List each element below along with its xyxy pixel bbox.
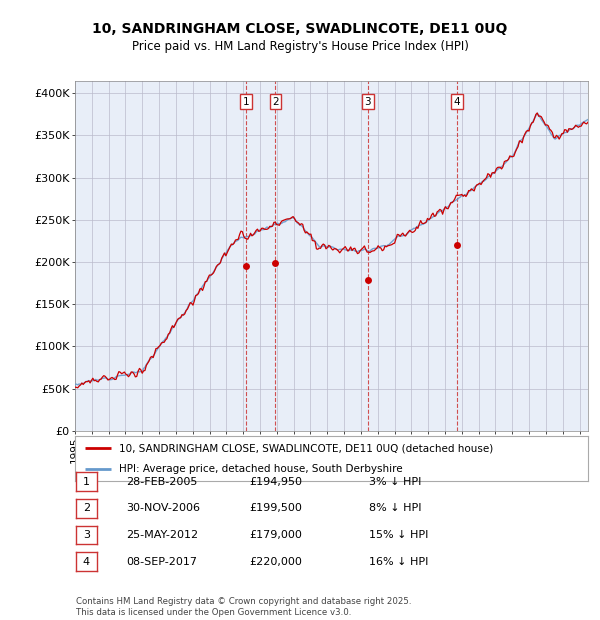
Text: 2: 2	[272, 97, 279, 107]
Text: 10, SANDRINGHAM CLOSE, SWADLINCOTE, DE11 0UQ: 10, SANDRINGHAM CLOSE, SWADLINCOTE, DE11…	[92, 22, 508, 36]
Text: £199,500: £199,500	[249, 503, 302, 513]
Text: 30-NOV-2006: 30-NOV-2006	[126, 503, 200, 513]
Text: 8% ↓ HPI: 8% ↓ HPI	[369, 503, 421, 513]
Text: 28-FEB-2005: 28-FEB-2005	[126, 477, 197, 487]
Text: 3: 3	[364, 97, 371, 107]
Text: 3: 3	[83, 530, 90, 540]
Text: 1: 1	[242, 97, 249, 107]
Text: £179,000: £179,000	[249, 530, 302, 540]
Text: HPI: Average price, detached house, South Derbyshire: HPI: Average price, detached house, Sout…	[119, 464, 402, 474]
Text: 25-MAY-2012: 25-MAY-2012	[126, 530, 198, 540]
Text: 2: 2	[83, 503, 90, 513]
Text: 4: 4	[454, 97, 460, 107]
Text: Contains HM Land Registry data © Crown copyright and database right 2025.
This d: Contains HM Land Registry data © Crown c…	[76, 598, 412, 617]
Text: 16% ↓ HPI: 16% ↓ HPI	[369, 557, 428, 567]
Text: Price paid vs. HM Land Registry's House Price Index (HPI): Price paid vs. HM Land Registry's House …	[131, 40, 469, 53]
Text: 15% ↓ HPI: 15% ↓ HPI	[369, 530, 428, 540]
Text: 4: 4	[83, 557, 90, 567]
Text: £194,950: £194,950	[249, 477, 302, 487]
Text: £220,000: £220,000	[249, 557, 302, 567]
Text: 10, SANDRINGHAM CLOSE, SWADLINCOTE, DE11 0UQ (detached house): 10, SANDRINGHAM CLOSE, SWADLINCOTE, DE11…	[119, 443, 493, 453]
Text: 1: 1	[83, 477, 90, 487]
Text: 3% ↓ HPI: 3% ↓ HPI	[369, 477, 421, 487]
Text: 08-SEP-2017: 08-SEP-2017	[126, 557, 197, 567]
